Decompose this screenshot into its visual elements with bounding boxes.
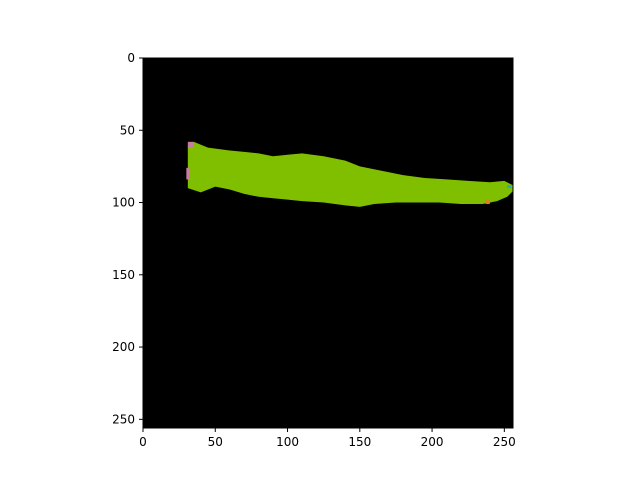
- y-axis: 0 50 100 150 200 250: [112, 51, 143, 426]
- x-tick-label: 200: [421, 435, 444, 449]
- y-tick-label: 100: [112, 196, 135, 210]
- y-tick-label: 150: [112, 268, 135, 282]
- edge-patch-pink: [187, 141, 194, 148]
- x-tick-label: 0: [139, 435, 147, 449]
- x-tick-label: 100: [276, 435, 299, 449]
- x-tick-label: 150: [348, 435, 371, 449]
- y-tick-label: 50: [120, 123, 135, 137]
- edge-patch-orange: [485, 199, 490, 204]
- edge-patch-blue: [507, 185, 512, 189]
- segmentation-mask: [186, 141, 514, 207]
- image-background: [143, 58, 513, 428]
- axes-frame: [142, 57, 514, 429]
- x-tick-label: 50: [208, 435, 223, 449]
- y-tick-label: 200: [112, 340, 135, 354]
- plot-area: [142, 57, 514, 429]
- y-tick-label: 250: [112, 412, 135, 426]
- x-axis: 0 50 100 150 200 250: [139, 428, 516, 449]
- y-tick-label: 0: [127, 51, 135, 65]
- mask-region: [187, 141, 514, 207]
- x-tick-label: 250: [493, 435, 516, 449]
- edge-patch-pink-left: [186, 167, 190, 180]
